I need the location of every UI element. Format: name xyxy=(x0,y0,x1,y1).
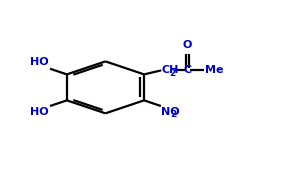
Text: 2: 2 xyxy=(170,110,176,119)
Text: HO: HO xyxy=(30,57,49,67)
Text: NO: NO xyxy=(161,107,180,117)
Text: O: O xyxy=(183,40,192,50)
Text: HO: HO xyxy=(30,107,49,117)
Text: C: C xyxy=(183,65,191,75)
Text: 2: 2 xyxy=(169,69,176,78)
Text: CH: CH xyxy=(162,65,179,75)
Text: Me: Me xyxy=(205,65,224,75)
